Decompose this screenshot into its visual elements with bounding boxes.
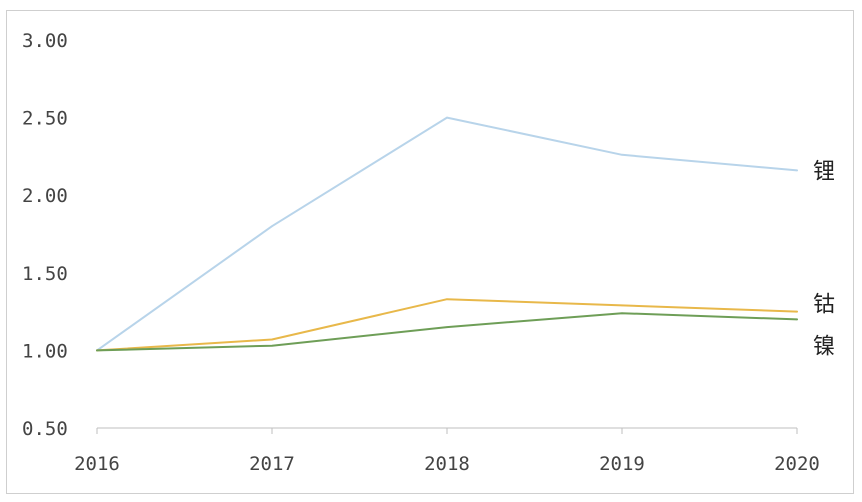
data-point bbox=[796, 318, 798, 321]
data-point bbox=[271, 338, 273, 341]
x-tick-label: 2019 bbox=[599, 453, 645, 475]
data-point bbox=[621, 154, 623, 156]
data-point bbox=[96, 349, 98, 352]
x-tick-label: 2020 bbox=[774, 453, 820, 475]
data-point bbox=[796, 169, 798, 172]
chart-frame bbox=[6, 10, 854, 494]
data-point bbox=[446, 116, 448, 119]
data-point bbox=[621, 304, 623, 307]
data-point bbox=[796, 310, 798, 313]
y-tick-label: 2.50 bbox=[22, 108, 68, 130]
data-point bbox=[446, 326, 448, 328]
data-point bbox=[271, 225, 273, 228]
y-tick-label: 2.00 bbox=[22, 185, 68, 207]
y-tick-label: 0.50 bbox=[22, 418, 68, 440]
y-tick-label: 3.00 bbox=[22, 30, 68, 52]
y-tick-label: 1.50 bbox=[22, 263, 68, 285]
data-point bbox=[446, 298, 448, 300]
y-tick-label: 1.00 bbox=[22, 340, 68, 362]
labels-layer: 锂钴镍 bbox=[813, 159, 835, 359]
data-point bbox=[621, 312, 623, 314]
series-line-2 bbox=[96, 298, 798, 352]
series-label-2: 钴 bbox=[813, 293, 835, 318]
series-label-1: 锂 bbox=[813, 159, 835, 184]
data-point bbox=[271, 344, 273, 347]
chart-axes: 2016 2017 2018 2019 2020 0.50 1.00 1.50 2.00 2.50… bbox=[22, 30, 820, 475]
x-tick-label: 2018 bbox=[424, 453, 470, 475]
x-tick-label: 2016 bbox=[74, 453, 120, 475]
series-label-3: 镍 bbox=[813, 334, 835, 359]
x-tick-label: 2017 bbox=[249, 453, 295, 475]
series-layer bbox=[96, 116, 798, 352]
